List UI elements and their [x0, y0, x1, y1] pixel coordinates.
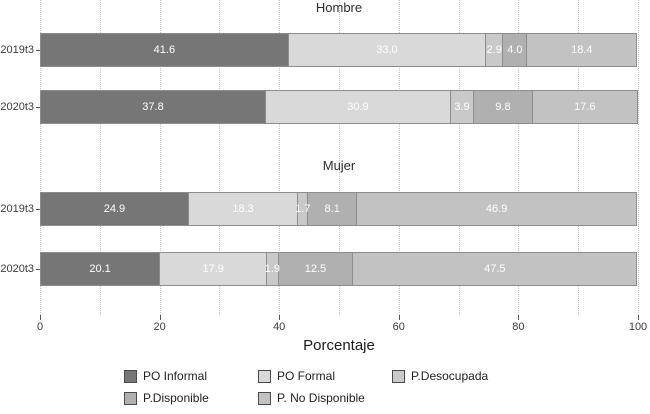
bar-value-label: 37.8	[142, 101, 164, 113]
legend-swatch	[124, 369, 137, 383]
bar-segment: 17.6	[532, 90, 638, 124]
gridline	[159, 0, 161, 315]
bar-segment: 17.9	[160, 252, 268, 286]
bar-segment: 30.9	[266, 90, 451, 124]
x-axis-tick	[638, 315, 639, 320]
bar-value-label: 8.1	[324, 203, 340, 215]
bar-value-label: 1.7	[295, 203, 311, 215]
gridline	[219, 0, 221, 315]
bar-row: 24.9 18.3 1.7 8.1 46.9	[40, 192, 638, 226]
bar-segment: 1.7	[295, 192, 311, 226]
legend-item: PO Formal	[258, 367, 392, 385]
bar-value-label: 9.8	[495, 101, 511, 113]
legend-item: PO Informal	[124, 367, 258, 385]
bar-row: 37.8 30.9 3.9 9.8 17.6	[40, 90, 638, 124]
bar-segment: 2.9	[486, 33, 504, 67]
bar-value-label: 2.9	[486, 44, 502, 56]
x-axis-tick	[398, 315, 400, 320]
bar-segment: 47.5	[353, 252, 638, 286]
y-axis-tick	[36, 269, 40, 270]
bar-segment: 8.1	[308, 192, 357, 226]
bar-value-label: 1.9	[264, 263, 281, 275]
y-axis-tick	[36, 107, 40, 108]
bar-value-label: 18.3	[232, 203, 254, 215]
y-axis-label: 2019t3	[0, 44, 34, 56]
y-axis-label: 2020t3	[0, 263, 34, 275]
legend-label: PO Formal	[277, 369, 336, 383]
bar-value-label: 20.1	[89, 263, 111, 275]
x-tick-label: 40	[273, 321, 286, 333]
gridline	[40, 0, 41, 315]
bar-segment: 33.0	[288, 33, 487, 67]
bar-value-label: 24.9	[103, 203, 126, 215]
x-tick-label: 0	[36, 321, 44, 333]
bar-segment: 1.9	[264, 252, 281, 286]
legend-label: P. No Disponible	[277, 391, 365, 405]
legend-swatch	[258, 391, 271, 405]
gridline	[518, 0, 520, 315]
bar-segment: 41.6	[40, 33, 289, 67]
bar-value-label: 30.9	[347, 101, 369, 113]
x-axis-tick	[279, 315, 281, 320]
x-tick-label: 80	[512, 321, 525, 333]
legend-swatch	[392, 369, 405, 383]
gridline	[578, 0, 580, 315]
gridline	[99, 0, 101, 315]
gridline	[638, 0, 639, 315]
gridline	[458, 0, 460, 315]
bar-value-label: 47.5	[484, 263, 506, 275]
y-axis-label: 2019t3	[0, 203, 34, 215]
plot-area: Hombre 41.6 33.0 2.9 4.0 18.4 37.8 30.9 3.9 9.8 17…	[40, 0, 639, 315]
gridline	[339, 0, 340, 315]
bar-segment: 9.8	[474, 90, 533, 124]
bar-value-label: 18.4	[571, 44, 593, 56]
legend-swatch	[124, 391, 137, 405]
bar-value-label: 17.6	[574, 101, 596, 113]
legend: PO Informal PO Formal P.Desocupada P.Dispon…	[124, 367, 526, 407]
bar-segment: 12.5	[278, 252, 354, 286]
panel-title: Hombre	[315, 0, 363, 15]
bar-segment: 3.9	[450, 90, 475, 124]
legend-item: P.Desocupada	[392, 367, 526, 385]
legend-item: P.Disponible	[124, 389, 258, 407]
gridline	[279, 0, 281, 315]
x-axis-tick	[40, 315, 41, 320]
legend-label: PO Informal	[143, 369, 208, 383]
x-tick-label: 20	[153, 321, 166, 333]
legend-swatch	[258, 369, 271, 383]
bar-value-label: 3.9	[454, 101, 470, 113]
x-axis-tick	[159, 315, 161, 320]
bar-row: 20.1 17.9 1.9 12.5 47.5	[40, 252, 638, 286]
bar-segment: 20.1	[40, 252, 161, 286]
bar-value-label: 12.5	[304, 263, 327, 275]
x-tick-label: 60	[392, 321, 405, 333]
bar-segment: 4.0	[503, 33, 528, 67]
x-axis-label: Porcentaje	[303, 337, 375, 354]
panel-title: Mujer	[322, 158, 356, 173]
y-axis-label: 2020t3	[0, 101, 34, 113]
legend-label: P.Desocupada	[411, 369, 489, 383]
legend-label: P.Disponible	[143, 391, 209, 405]
bar-segment: 24.9	[40, 192, 189, 226]
y-axis-tick	[36, 50, 40, 51]
x-tick-label: 100	[628, 321, 648, 333]
bar-value-label: 46.9	[485, 203, 508, 215]
x-axis-tick	[518, 315, 520, 320]
legend-item: P. No Disponible	[258, 389, 392, 407]
bar-segment: 46.9	[356, 192, 638, 226]
bar-value-label: 4.0	[507, 44, 523, 56]
bar-value-label: 17.9	[202, 263, 224, 275]
bar-segment: 18.3	[188, 192, 299, 226]
gridline	[398, 0, 400, 315]
y-axis-tick	[36, 209, 40, 210]
bar-segment: 37.8	[40, 90, 267, 124]
bar-value-label: 41.6	[153, 44, 176, 56]
bar-value-label: 33.0	[376, 44, 398, 56]
bar-segment: 18.4	[527, 33, 638, 67]
bar-row: 41.6 33.0 2.9 4.0 18.4	[40, 33, 638, 67]
